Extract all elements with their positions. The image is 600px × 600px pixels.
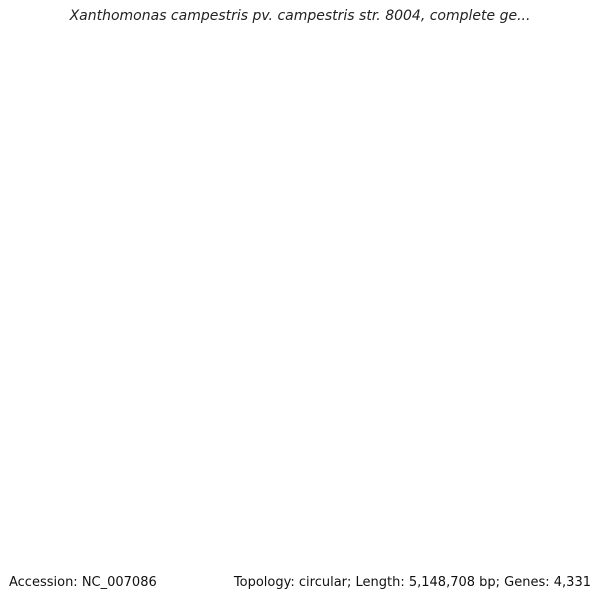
accession-label: Accession: NC_007086	[9, 575, 159, 590]
map-title: Xanthomonas campestris pv. campestris st…	[69, 8, 531, 24]
topology-summary: Topology: circular; Length: 5,148,708 bp…	[231, 575, 591, 590]
